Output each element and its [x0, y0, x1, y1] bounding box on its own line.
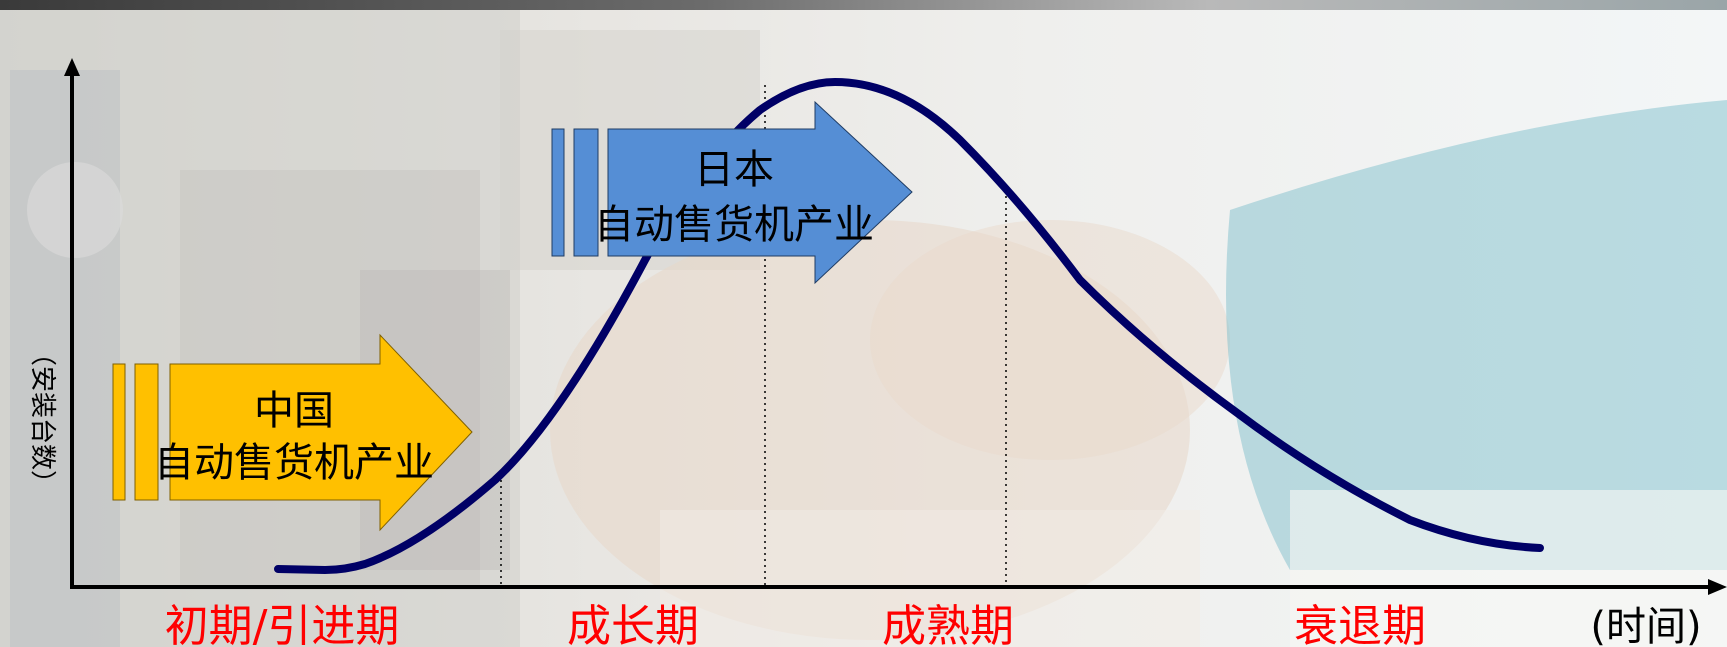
china-arrow-stripe-2: [134, 363, 159, 501]
japan-industry-arrow: 日本 自动售货机产业: [551, 100, 913, 285]
china-arrow-line1: 中国: [254, 388, 334, 434]
arrow-right-icon: [1708, 579, 1727, 595]
stage-label-growth: 成长期: [567, 601, 699, 647]
lifecycle-curve: [274, 78, 1544, 574]
japan-arrow-line2: 自动售货机产业: [594, 202, 874, 248]
stage-label-maturity: 成熟期: [882, 601, 1014, 647]
stage-label-decline: 衰退期: [1294, 601, 1426, 647]
y-axis-label: （安装台数）: [27, 340, 57, 496]
top-banner-strip: [0, 0, 1727, 10]
japan-arrow-line1: 日本: [694, 147, 774, 193]
china-arrow-stripe-1: [112, 363, 126, 501]
stage-label-initial: 初期/引进期: [165, 601, 400, 647]
arrow-up-icon: [64, 58, 80, 76]
japan-arrow-stripe-2: [573, 128, 599, 257]
china-arrow-line2: 自动售货机产业: [154, 440, 434, 486]
x-axis-unit: (时间): [1590, 604, 1701, 647]
china-arrow-body: [169, 333, 473, 532]
japan-arrow-stripe-1: [551, 128, 565, 257]
japan-arrow-body: [607, 100, 913, 285]
china-industry-arrow: 中国 自动售货机产业: [112, 333, 473, 532]
